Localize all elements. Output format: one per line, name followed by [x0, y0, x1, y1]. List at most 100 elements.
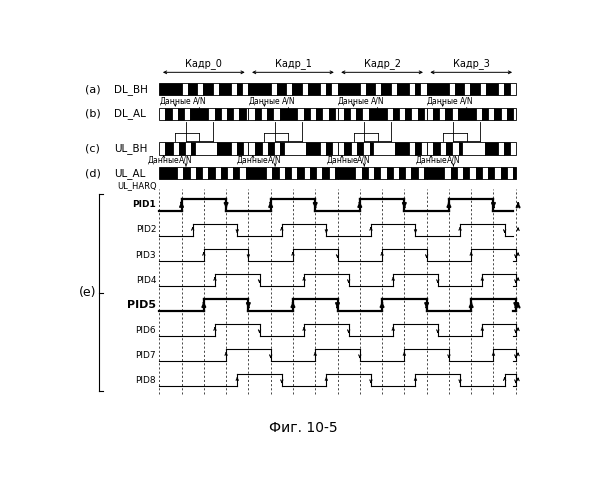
Text: Кадр_2: Кадр_2	[363, 58, 401, 69]
Text: Кадр_1: Кадр_1	[275, 58, 311, 69]
Bar	[357, 142, 363, 154]
Bar	[335, 108, 337, 120]
Bar	[249, 83, 271, 96]
Bar	[185, 142, 191, 154]
Bar	[480, 83, 487, 96]
Bar	[395, 142, 409, 154]
Bar	[237, 83, 242, 96]
Bar	[433, 108, 439, 120]
Text: Кадр_3: Кадр_3	[453, 58, 490, 69]
Bar	[422, 142, 427, 154]
Bar	[356, 108, 362, 120]
Bar	[391, 83, 397, 96]
Bar	[272, 167, 279, 179]
Bar	[239, 108, 246, 120]
Bar	[279, 167, 285, 179]
Bar	[292, 83, 302, 96]
Bar	[452, 142, 459, 154]
Bar	[440, 142, 446, 154]
Bar	[504, 83, 510, 96]
Bar	[159, 108, 166, 120]
Bar	[291, 167, 297, 179]
Bar	[427, 83, 449, 96]
Bar	[267, 108, 274, 120]
Bar	[332, 142, 337, 154]
Bar	[424, 108, 427, 120]
Bar	[320, 83, 326, 96]
Bar	[191, 142, 195, 154]
Bar	[304, 108, 310, 120]
Text: UL_HARQ: UL_HARQ	[117, 181, 157, 190]
Bar	[406, 167, 411, 179]
Bar	[498, 83, 504, 96]
Bar	[202, 167, 208, 179]
Bar	[310, 108, 316, 120]
Bar	[451, 167, 457, 179]
Bar	[420, 83, 427, 96]
Bar	[172, 108, 178, 120]
Bar	[213, 83, 219, 96]
Bar	[449, 83, 455, 96]
Bar	[513, 108, 516, 120]
Bar	[219, 83, 230, 96]
Bar	[369, 108, 387, 120]
Bar	[427, 167, 445, 179]
Bar	[310, 167, 316, 179]
Bar	[262, 142, 268, 154]
Bar	[427, 108, 433, 120]
Bar	[387, 108, 392, 120]
Bar	[316, 108, 323, 120]
Bar	[494, 108, 501, 120]
Bar	[363, 142, 369, 154]
Bar	[475, 108, 482, 120]
Bar	[488, 108, 494, 120]
Bar	[285, 167, 291, 179]
Text: Данные: Данные	[148, 156, 179, 164]
Bar	[513, 167, 516, 179]
Bar	[284, 142, 306, 154]
Bar	[392, 167, 399, 179]
Text: (b): (b)	[85, 109, 101, 119]
Text: A/N: A/N	[460, 96, 474, 106]
Bar	[368, 167, 374, 179]
Bar	[323, 108, 329, 120]
Text: PID6: PID6	[136, 326, 156, 334]
Bar	[178, 108, 184, 120]
Bar	[362, 108, 369, 120]
Bar	[485, 142, 498, 154]
Bar	[452, 108, 458, 120]
Bar	[159, 167, 177, 179]
Bar	[351, 142, 357, 154]
Bar	[337, 167, 355, 179]
Bar	[427, 142, 433, 154]
Bar	[221, 167, 227, 179]
Text: DL_AL: DL_AL	[114, 108, 146, 120]
Bar	[475, 167, 482, 179]
Bar	[239, 167, 246, 179]
Text: (a): (a)	[85, 84, 101, 94]
Bar	[184, 108, 191, 120]
Bar	[459, 142, 462, 154]
Bar	[243, 142, 249, 154]
Bar	[409, 83, 415, 96]
Bar	[380, 167, 387, 179]
Bar	[191, 108, 208, 120]
Bar	[184, 167, 189, 179]
Bar	[462, 142, 485, 154]
Bar	[274, 108, 279, 120]
Bar	[344, 108, 350, 120]
Bar	[457, 167, 463, 179]
Bar	[415, 142, 422, 154]
Bar	[464, 83, 470, 96]
Bar	[320, 142, 326, 154]
Bar	[246, 108, 249, 120]
Bar	[501, 108, 507, 120]
Bar	[337, 142, 344, 154]
Bar	[507, 167, 513, 179]
Bar	[329, 108, 335, 120]
Bar	[445, 108, 452, 120]
Bar	[469, 167, 475, 179]
Text: Кадр_0: Кадр_0	[185, 58, 222, 69]
Bar	[214, 167, 221, 179]
Bar	[246, 167, 249, 179]
